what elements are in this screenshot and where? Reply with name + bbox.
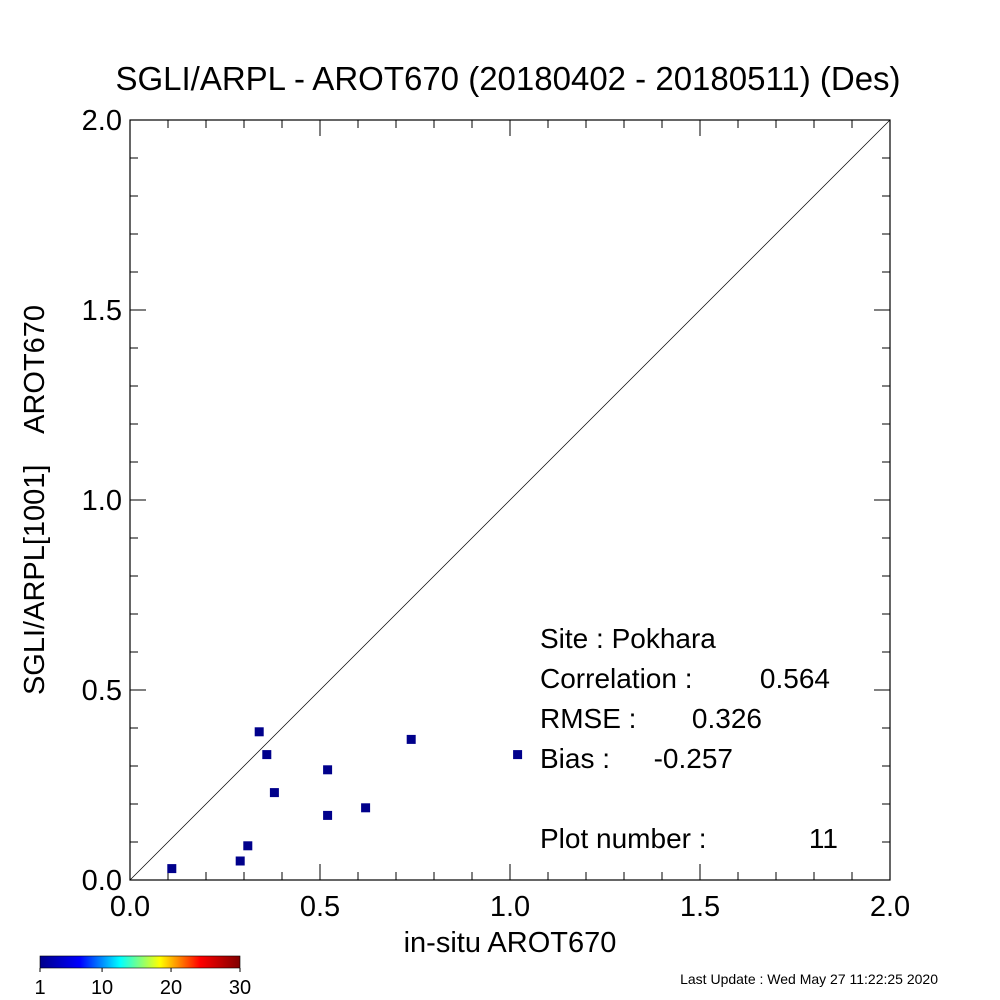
colorbar-ticks: 1 10 20 30 — [34, 968, 251, 999]
colorbar-tick-label: 10 — [91, 977, 113, 999]
last-update-text: Last Update : Wed May 27 11:22:25 2020 — [680, 971, 938, 987]
stat-plot-number-value: 11 — [809, 823, 838, 854]
stat-rmse-value: 0.326 — [692, 703, 762, 734]
colorbar — [39, 955, 241, 969]
y-tick-label: 1.5 — [82, 295, 122, 327]
x-tick-label: 1.0 — [490, 891, 530, 923]
data-points — [167, 727, 523, 874]
y-tick-label: 2.0 — [82, 105, 122, 137]
colorbar-tick-label: 20 — [160, 977, 182, 999]
data-point — [361, 803, 371, 813]
stat-plot-number-label: Plot number : — [540, 823, 707, 854]
chart-title: SGLI/ARPL - AROT670 (20180402 - 20180511… — [115, 60, 900, 97]
data-point — [406, 734, 416, 744]
x-tick-label: 0.0 — [110, 891, 150, 923]
y-axis-label: SGLI/ARPL[1001] AROT670 — [19, 305, 51, 695]
data-point — [513, 750, 523, 760]
data-point — [269, 788, 279, 798]
data-point — [323, 765, 333, 775]
colorbar-tick-label: 30 — [229, 977, 251, 999]
x-tick-label: 2.0 — [870, 891, 910, 923]
y-tick-label: 1.0 — [82, 485, 122, 517]
y-tick-labels: 0.0 0.5 1.0 1.5 2.0 — [82, 105, 122, 897]
x-tick-labels: 0.0 0.5 1.0 1.5 2.0 — [110, 891, 910, 923]
colorbar-tick-label: 1 — [34, 977, 45, 999]
x-axis-label: in-situ AROT670 — [404, 927, 617, 959]
y-tick-label: 0.5 — [82, 675, 122, 707]
x-tick-label: 0.5 — [300, 891, 340, 923]
major-ticks — [130, 120, 890, 880]
data-point — [243, 841, 253, 851]
stat-bias-label: Bias : — [540, 743, 610, 774]
stat-correlation-value: 0.564 — [760, 663, 830, 694]
data-point — [262, 750, 272, 760]
data-point — [323, 810, 333, 820]
data-point — [167, 864, 177, 874]
data-point — [235, 856, 245, 866]
x-tick-label: 1.5 — [680, 891, 720, 923]
stat-correlation-label: Correlation : — [540, 663, 693, 694]
minor-ticks — [130, 120, 890, 880]
stat-site-label: Site : Pokhara — [540, 623, 716, 654]
stat-bias-value: -0.257 — [654, 743, 733, 774]
data-point — [254, 727, 264, 737]
y-tick-label: 0.0 — [82, 865, 122, 897]
one-to-one-line — [129, 119, 891, 881]
stats-box: Site : Pokhara Correlation : 0.564 RMSE … — [540, 623, 838, 854]
stat-rmse-label: RMSE : — [540, 703, 636, 734]
